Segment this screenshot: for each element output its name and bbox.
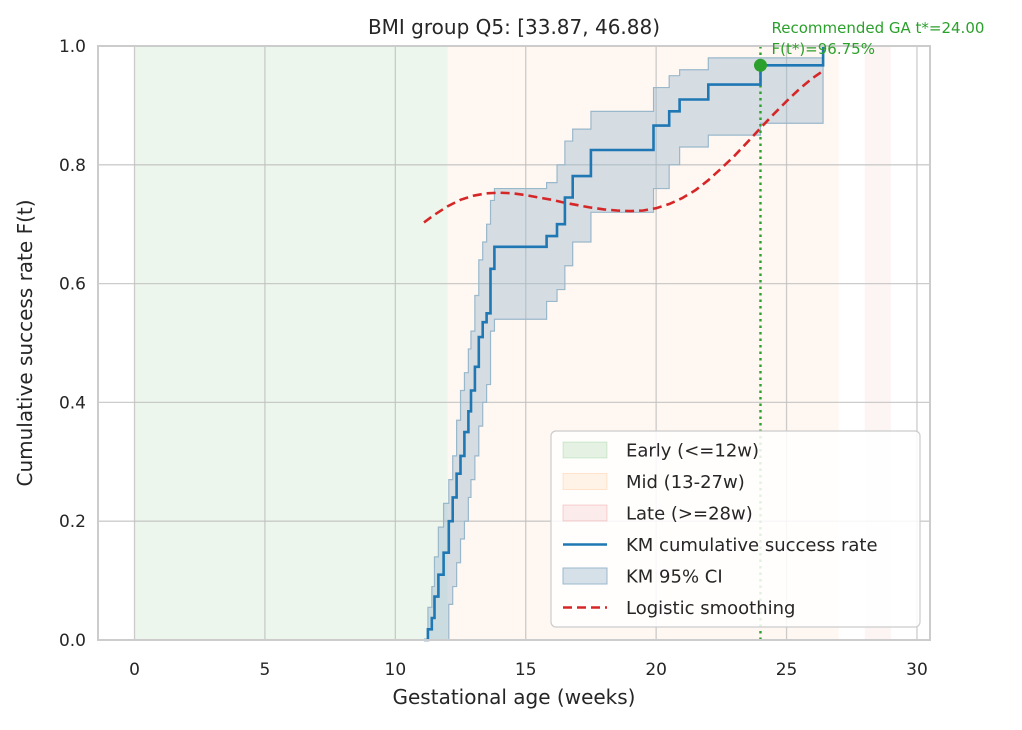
logistic-smoothing-line	[423, 69, 824, 224]
y-tick-label-5: 1.0	[59, 37, 86, 57]
legend-item-late: Late (>=28w)	[562, 504, 753, 525]
x-tick-label-0: 0	[129, 660, 140, 680]
annotation-line-2: F(t*)=96.75%	[771, 40, 874, 58]
km-ci-area	[424, 46, 824, 641]
legend-item-early: Early (<=12w)	[562, 441, 759, 462]
x-axis-label: Gestational age (weeks)	[393, 685, 636, 709]
km-ci-band	[424, 46, 824, 641]
legend: Early (<=12w) Mid (13-27w) Late (>=28w) KM …	[550, 430, 921, 628]
y-tick-label-3: 0.6	[59, 275, 86, 295]
legend-swatch-mid	[562, 473, 608, 490]
legend-item-logistic: Logistic smoothing	[563, 598, 795, 619]
y-tick-label-1: 0.2	[59, 512, 86, 532]
recommendation-annotation: Recommended GA t*=24.00 F(t*)=96.75%	[771, 19, 984, 58]
legend-swatch-ci	[562, 567, 608, 585]
plot-frame	[97, 45, 931, 641]
x-tick-label-5: 25	[776, 660, 798, 680]
y-axis-label: Cumulative success rate F(t)	[13, 199, 37, 486]
legend-label-logistic: Logistic smoothing	[626, 598, 795, 619]
y-tick-label-2: 0.4	[59, 393, 86, 413]
legend-item-mid: Mid (13-27w)	[562, 472, 745, 493]
legend-swatch-late	[562, 504, 608, 522]
legend-label-ci: KM 95% CI	[626, 567, 723, 588]
legend-swatch-early	[562, 441, 608, 459]
x-tick-label-6: 30	[906, 660, 928, 680]
y-tick-label-4: 0.8	[59, 156, 86, 176]
legend-label-km: KM cumulative success rate	[626, 535, 878, 556]
annotation-line-1: Recommended GA t*=24.00	[771, 19, 984, 37]
legend-label-mid: Mid (13-27w)	[626, 472, 745, 493]
chart-title: BMI group Q5: [33.87, 46.88)	[368, 15, 660, 39]
region-early	[134, 46, 448, 640]
legend-item-ci: KM 95% CI	[562, 567, 723, 588]
x-tick-label-2: 10	[385, 660, 407, 680]
tick-labels: 0 5 10 15 20 25 30 0.0 0.2 0.4 0.6 0.8 1.0	[59, 37, 928, 680]
x-tick-label-3: 15	[515, 660, 537, 680]
legend-label-early: Early (<=12w)	[626, 441, 759, 462]
legend-box	[550, 430, 921, 628]
x-tick-label-4: 20	[645, 660, 667, 680]
legend-label-late: Late (>=28w)	[626, 504, 753, 525]
x-tick-label-1: 5	[260, 660, 271, 680]
km-step-line	[424, 46, 825, 642]
recommended-point	[753, 58, 767, 72]
plot-border	[97, 45, 931, 641]
y-tick-label-0: 0.0	[59, 631, 86, 651]
legend-item-km: KM cumulative success rate	[563, 535, 878, 556]
